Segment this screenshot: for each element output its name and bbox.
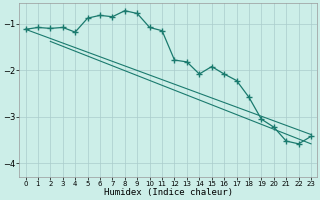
X-axis label: Humidex (Indice chaleur): Humidex (Indice chaleur) (104, 188, 233, 197)
